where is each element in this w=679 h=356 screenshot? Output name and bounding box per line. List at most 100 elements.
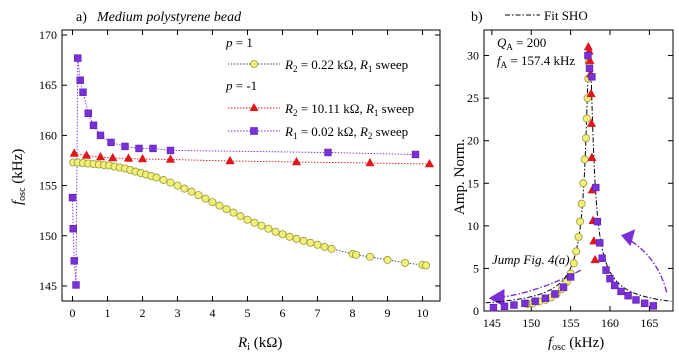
series-1-line [73,162,427,266]
panel-b-series-1-point [574,232,583,241]
series-3-point [96,131,105,140]
series-3-point [72,281,80,289]
panel-b-markers [489,41,658,312]
panel-b-series-3-point [606,274,614,283]
panel-b-series-3-point [598,254,606,262]
x-tick-label: 8 [350,306,356,320]
series-1-point [222,205,231,214]
series-1-point [327,244,336,253]
series-3-line [72,58,416,285]
legend-group-pm1-rest: = -1 [233,78,258,93]
panel-b-series-3-point [596,239,604,247]
panel-a-y-var: f [10,199,26,205]
panel-a-label: a) [76,10,87,25]
series-3-point [107,138,115,147]
legend-marker-series-2 [249,103,259,111]
panel-a-markers [68,54,435,289]
y-tick-label: 0 [473,304,479,318]
panel-b-series-1-point [577,199,586,208]
panel-a-title: Medium polystyrene bead [96,10,242,25]
panel-a-x-unit: (kΩ) [250,335,282,351]
series-3-point [69,225,77,233]
panel-b-series-2-point [586,88,596,98]
series-3-point [79,88,87,96]
x-tick-label: 4 [210,306,216,320]
x-tick-label: 5 [245,306,251,320]
panel-b-series-2-point [590,254,600,264]
legend-label-series-2: R2 = 10.11 kΩ, R1 sweep [284,101,414,118]
series-1-point [166,178,175,187]
series-2-point [81,150,92,159]
series-3-point [135,144,143,153]
panel-b-series-1-point [576,217,585,226]
series-3-point [84,109,92,118]
panel-b: b) Fit SHO 145 150 155 160 165 0 5 10 15 20 25 30 Q… [452,8,674,353]
series-2-point [165,154,176,163]
panel-b-series-3-point [566,273,575,281]
annotation-resonance-frequency: fA = 157.4 kHz [497,53,575,70]
panel-b-series-3-point [489,303,498,312]
y-tick-label: 5 [473,261,479,275]
series-1-point [173,181,182,190]
panel-b-series-3-point [510,301,518,309]
legend-label-series-3: R1 = 0.02 kΩ, R2 sweep [284,124,408,141]
legend-label-fit-sho: Fit SHO [544,8,588,23]
panel-b-series-3-point [551,290,559,298]
panel-a-legend: p = 1 R2 = 0.22 kΩ, R1 sweep p = -1 R2 =… [225,35,414,141]
panel-a-x-var: R [237,335,247,351]
series-1-point [152,173,161,182]
panel-b-series-1-point [581,134,590,143]
series-2-point [108,152,118,162]
legend-group-pm1-heading: p = -1 [225,78,257,93]
series-1-point [299,236,308,245]
panel-b-y-axis-label: Amp. Norm. [452,139,468,215]
panel-b-series-3-point [632,296,640,304]
series-1-point [264,224,273,233]
annotation-quality-factor: QA = 200 [497,35,546,52]
panel-b-series-1-point [572,247,581,256]
panel-a-x-axis-label: Ri (kΩ) [237,335,282,353]
panel-b-series-3-point [541,294,550,302]
series-3-point [74,54,82,62]
series-1-point [180,184,189,193]
x-tick-label: 0 [70,306,76,320]
y-tick-label: 155 [39,179,57,193]
x-tick-label: 150 [522,316,540,330]
series-1-point [278,230,287,239]
panel-a-x-sub: i [247,342,250,353]
panel-b-series-1-point [582,114,591,123]
x-tick-label: 160 [601,316,619,330]
series-1-point [383,255,392,264]
jump-arrowhead-right [621,229,636,247]
panel-b-series-3-point [624,291,632,300]
series-1-point [208,198,217,207]
legend-marker-series-1 [250,60,258,68]
series-1-point [194,191,203,200]
series-1-point [285,232,294,241]
series-1-point [250,218,259,227]
panel-b-series-3-point [585,64,594,73]
series-3-point [324,148,332,157]
series-1-point [292,234,301,243]
series-2-point [225,155,235,165]
x-tick-label: 6 [280,306,286,320]
legend-marker-series-3 [250,127,258,135]
panel-b-series-3-point [588,73,596,81]
series-2-point [69,148,79,157]
series-2-point [137,153,148,163]
panel-b-series-3-point [500,302,509,311]
series-1-point [271,227,280,236]
y-tick-label: 10 [467,219,479,233]
x-tick-label: 145 [483,316,501,330]
panel-b-series-3-point [531,297,539,305]
series-1-point [351,250,360,259]
legend-group-p1-heading: p = 1 [225,35,253,50]
series-3-point [68,193,77,202]
series-1-point [320,242,329,251]
panel-b-label: b) [471,10,483,25]
panel-b-series-3-point [584,51,592,60]
series-1-point [365,252,374,261]
panel-b-axes: 145 150 155 160 165 0 5 10 15 20 25 30 [467,30,673,330]
series-1-point [236,212,245,221]
